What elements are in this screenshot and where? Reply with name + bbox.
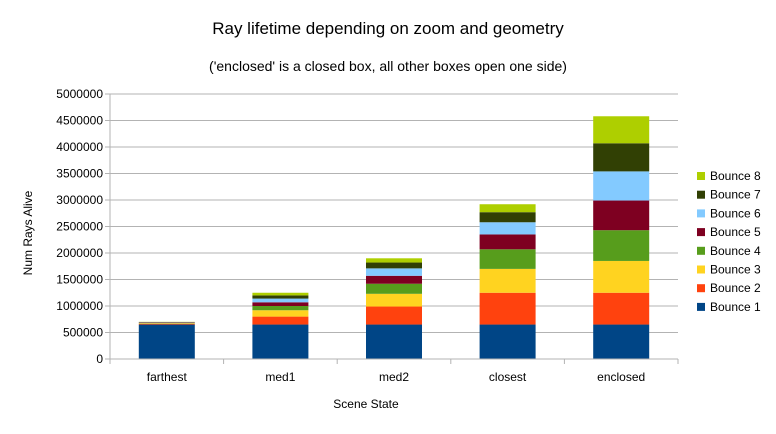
legend-label: Bounce 5 — [710, 225, 761, 239]
bar-bounce-4-enclosed — [593, 230, 649, 261]
y-tick-label: 2500000 — [56, 220, 103, 234]
bar-bounce-3-closest — [480, 269, 536, 293]
y-tick-label: 500000 — [63, 326, 103, 340]
legend-swatch — [697, 303, 705, 311]
legend-swatch — [697, 247, 705, 255]
legend-label: Bounce 3 — [710, 263, 761, 277]
bar-bounce-8-closest — [480, 204, 536, 212]
legend-label: Bounce 6 — [710, 206, 761, 220]
bar-bounce-4-med2 — [366, 284, 422, 294]
bar-bounce-8-enclosed — [593, 116, 649, 143]
bar-bounce-3-farthest — [139, 323, 195, 324]
y-tick-label: 1500000 — [56, 273, 103, 287]
bar-bounce-6-med2 — [366, 268, 422, 275]
legend-label: Bounce 7 — [710, 188, 761, 202]
bar-bounce-8-med1 — [252, 293, 308, 296]
bars — [139, 116, 649, 359]
y-tick-label: 5000000 — [56, 87, 103, 101]
bar-bounce-4-closest — [480, 249, 536, 269]
x-tick-label: med1 — [265, 370, 295, 384]
bar-bounce-7-closest — [480, 212, 536, 222]
legend-label: Bounce 8 — [710, 169, 761, 183]
legend-swatch — [697, 209, 705, 217]
x-tick-label: med2 — [379, 370, 409, 384]
bar-bounce-2-med1 — [252, 317, 308, 325]
bar-bounce-4-med1 — [252, 306, 308, 310]
x-axis-label: Scene State — [333, 397, 399, 411]
legend-label: Bounce 2 — [710, 281, 761, 295]
y-tick-labels: 0 500000 1000000 1500000 2000000 2500000 30000… — [56, 87, 103, 366]
y-tick-label: 0 — [96, 352, 103, 366]
bar-bounce-1-med2 — [366, 325, 422, 359]
chart-subtitle: ('enclosed' is a closed box, all other b… — [209, 58, 567, 74]
bar-bounce-7-med1 — [252, 295, 308, 298]
y-tick-label: 3000000 — [56, 193, 103, 207]
legend: Bounce 8 Bounce 7 Bounce 6 Bounce 5 Bounce 4… — [697, 169, 761, 314]
bar-bounce-6-med1 — [252, 299, 308, 303]
legend-swatch — [697, 284, 705, 292]
y-tick-label: 1000000 — [56, 299, 103, 313]
chart-title: Ray lifetime depending on zoom and geome… — [212, 19, 564, 38]
bar-bounce-8-med2 — [366, 258, 422, 262]
bar-bounce-5-enclosed — [593, 201, 649, 231]
y-tick-label: 3500000 — [56, 167, 103, 181]
x-tick-labels: farthest med1 med2 closest enclosed — [147, 370, 645, 384]
bar-bounce-6-enclosed — [593, 171, 649, 200]
x-tick-label: farthest — [147, 370, 188, 384]
legend-label: Bounce 4 — [710, 244, 761, 258]
x-tick-label: enclosed — [597, 370, 645, 384]
y-axis-label: Num Rays Alive — [21, 190, 35, 275]
bar-bounce-3-enclosed — [593, 261, 649, 293]
bar-bounce-3-med1 — [252, 310, 308, 316]
bar-bounce-5-med2 — [366, 276, 422, 284]
bar-bounce-2-farthest — [139, 324, 195, 325]
bar-bounce-5-med1 — [252, 302, 308, 306]
bar-bounce-2-med2 — [366, 307, 422, 325]
bar-bounce-3-med2 — [366, 294, 422, 307]
y-tick-label: 4500000 — [56, 114, 103, 128]
y-tick-label: 4000000 — [56, 140, 103, 154]
bar-bounce-2-enclosed — [593, 293, 649, 325]
bar-bounce-1-enclosed — [593, 325, 649, 359]
bar-bounce-2-closest — [480, 293, 536, 325]
bar-bounce-5-closest — [480, 234, 536, 249]
y-tick-label: 2000000 — [56, 246, 103, 260]
bar-bounce-1-closest — [480, 325, 536, 359]
bar-bounce-6-closest — [480, 222, 536, 234]
bar-bounce-7-enclosed — [593, 143, 649, 171]
bar-bounce-1-farthest — [139, 325, 195, 359]
legend-swatch — [697, 172, 705, 180]
legend-swatch — [697, 266, 705, 274]
legend-swatch — [697, 191, 705, 199]
legend-swatch — [697, 228, 705, 236]
bar-bounce-7-med2 — [366, 263, 422, 269]
x-tick-label: closest — [489, 370, 527, 384]
bar-bounce-1-med1 — [252, 325, 308, 359]
legend-label: Bounce 1 — [710, 300, 761, 314]
